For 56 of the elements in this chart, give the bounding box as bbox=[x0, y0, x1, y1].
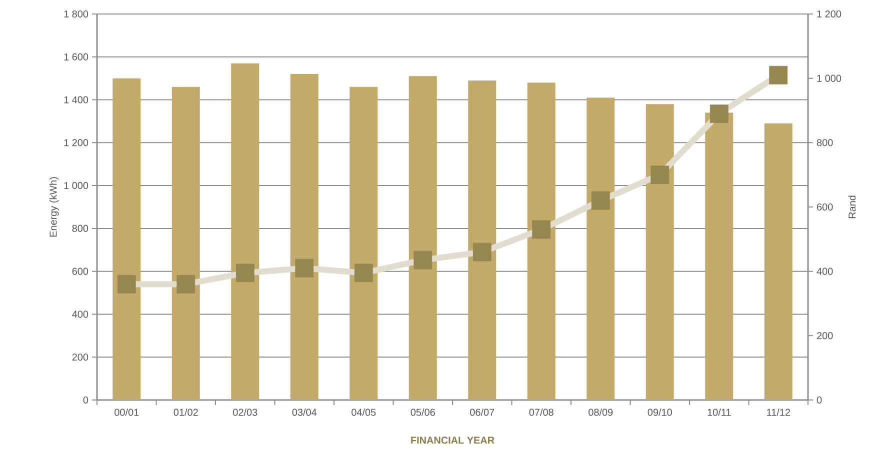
y-tick-label: 1 400 bbox=[64, 96, 88, 104]
y-tick-label: 600 bbox=[72, 268, 88, 275]
point bbox=[117, 275, 136, 294]
bar bbox=[408, 76, 437, 400]
point bbox=[710, 104, 728, 123]
x-tick-label: 02/03 bbox=[233, 408, 258, 416]
bar bbox=[705, 112, 734, 400]
y2-tick-label: 0 bbox=[816, 396, 822, 404]
x-tick-label: 08/09 bbox=[588, 408, 613, 416]
x-tick-label: 03/04 bbox=[292, 408, 317, 416]
bar bbox=[527, 82, 556, 400]
point bbox=[532, 220, 551, 239]
x-axis-title: FINANCIAL YEAR bbox=[411, 436, 494, 444]
y2-tick-label: 1 200 bbox=[817, 10, 842, 18]
point bbox=[472, 242, 492, 262]
x-tick-label: 00/01 bbox=[114, 408, 139, 416]
x-tick-label: 01/02 bbox=[174, 408, 198, 416]
bar bbox=[764, 123, 792, 400]
y2-tick-label: 200 bbox=[817, 332, 833, 340]
y2-tick-label: 600 bbox=[817, 203, 833, 211]
y-tick-label: 1 200 bbox=[64, 139, 88, 146]
x-tick-label: 09/10 bbox=[648, 408, 672, 416]
bar bbox=[468, 80, 496, 400]
point bbox=[414, 250, 432, 270]
bar bbox=[350, 86, 378, 400]
x-tick-label: 11/12 bbox=[767, 408, 790, 416]
point bbox=[354, 264, 373, 282]
y2-axis-title: Rand bbox=[848, 196, 856, 218]
x-tick-label: 04/05 bbox=[352, 408, 376, 416]
y2-tick-label: 1 000 bbox=[817, 74, 842, 82]
point bbox=[236, 264, 254, 282]
y-tick-label: 1 600 bbox=[64, 53, 88, 60]
y-tick-label: 1 000 bbox=[64, 182, 88, 190]
point bbox=[591, 191, 610, 210]
bar bbox=[290, 74, 318, 400]
y-tick-label: 1 800 bbox=[64, 10, 88, 18]
x-tick-label: 05/06 bbox=[410, 408, 435, 416]
bar bbox=[646, 104, 674, 400]
point bbox=[176, 275, 196, 294]
y2-tick-label: 400 bbox=[816, 268, 833, 275]
y-tick-label: 0 bbox=[83, 396, 88, 404]
y-axis-title: Energy (kWh) bbox=[49, 177, 59, 237]
y-tick-label: 800 bbox=[72, 224, 88, 232]
bar bbox=[172, 86, 200, 400]
point bbox=[769, 66, 788, 84]
x-tick-label: 07/08 bbox=[529, 408, 554, 416]
y-tick-label: 400 bbox=[72, 310, 88, 318]
point bbox=[650, 166, 670, 184]
x-tick-label: 06/07 bbox=[470, 408, 494, 416]
x-tick-label: 10/11 bbox=[708, 408, 731, 416]
bar bbox=[231, 63, 260, 400]
y2-tick-label: 800 bbox=[816, 139, 833, 146]
bar bbox=[112, 78, 141, 400]
bar bbox=[586, 98, 615, 400]
point bbox=[295, 258, 314, 278]
y-tick-label: 200 bbox=[72, 354, 88, 361]
